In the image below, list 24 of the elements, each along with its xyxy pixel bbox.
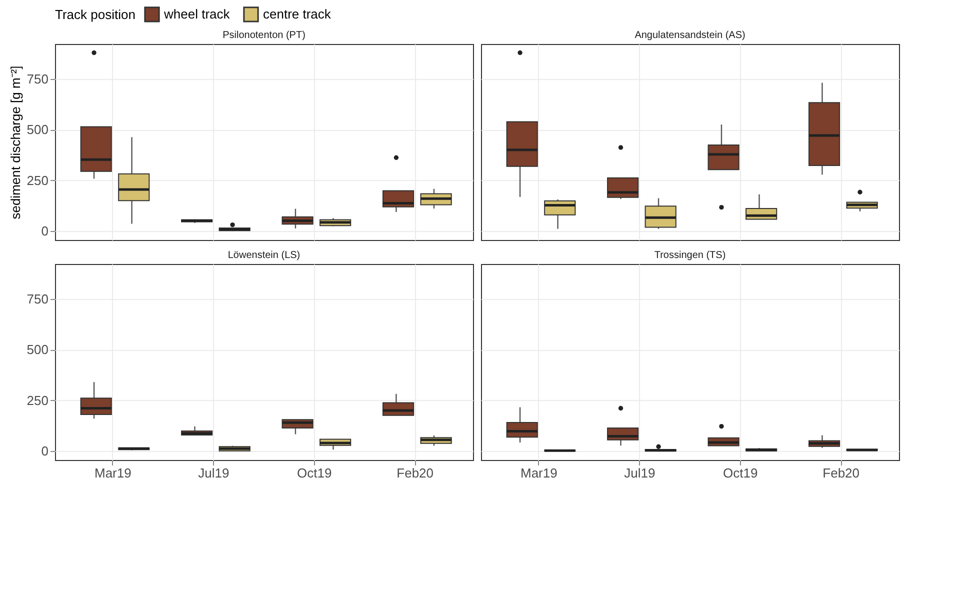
legend-label: wheel track	[163, 6, 230, 22]
chart-title: Angulatensandstein (AS)	[634, 30, 746, 41]
x-tick-label: Mar19	[94, 466, 132, 480]
x-tick-label: Mar19	[520, 466, 558, 480]
y-tick-label: 500	[26, 342, 48, 358]
x-tick-label: Feb20	[396, 466, 434, 480]
chart-title: Löwenstein (LS)	[228, 250, 300, 261]
y-tick-label: 250	[26, 392, 48, 408]
x-tick-label: Jul19	[198, 466, 230, 480]
chart-title: Trossingen (TS)	[654, 250, 726, 261]
y-tick-label: 750	[26, 291, 48, 306]
chart-title: Psilonotenton (PT)	[222, 30, 306, 41]
y-tick-label: 500	[26, 122, 48, 138]
y-tick-label: 0	[41, 444, 48, 459]
legend-title: Track position	[55, 7, 136, 22]
x-tick-label: Oct19	[723, 466, 758, 480]
legend-label: centre track	[263, 6, 332, 22]
x-tick-label: Feb20	[822, 466, 860, 480]
y-tick-label: 250	[26, 172, 48, 188]
y-tick-label: 0	[41, 224, 48, 239]
x-tick-label: Jul19	[624, 466, 656, 480]
x-tick-label: Oct19	[297, 466, 332, 480]
y-axis-title: sediment discharge [g m⁻²]	[8, 66, 23, 220]
y-tick-label: 750	[26, 71, 48, 86]
